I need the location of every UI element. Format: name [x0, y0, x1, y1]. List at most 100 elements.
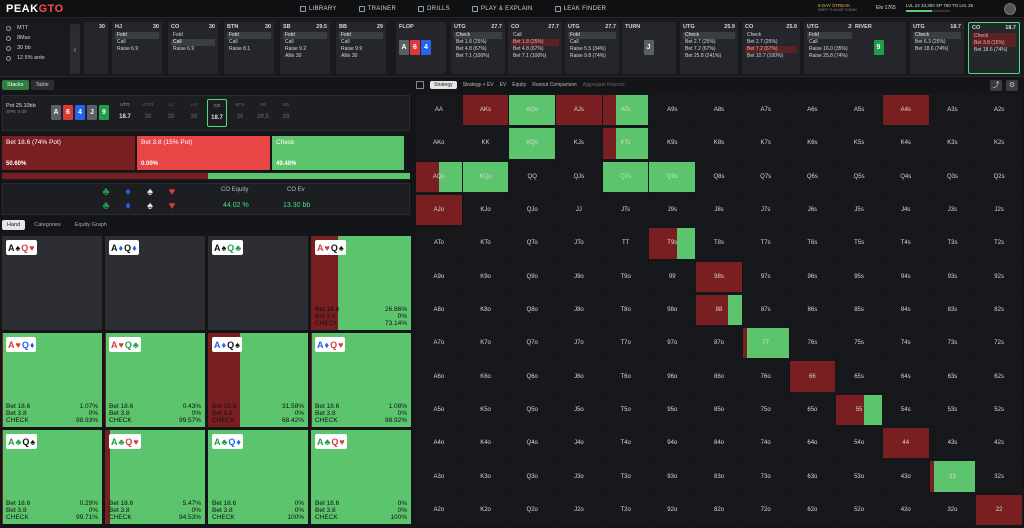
action-card-utg[interactable]: UTG 27.7 Fold Call Raise 5.5 (34%) Raise 9.8 … [565, 22, 619, 74]
action-option[interactable]: Check [972, 33, 1016, 40]
range-cell[interactable]: 65s [836, 360, 882, 393]
action-option[interactable]: Allin 30 [341, 53, 358, 59]
action-option[interactable]: Bet 6.3 (25%) [915, 39, 946, 45]
share-icon[interactable]: ⤴ [990, 80, 1002, 91]
range-cell[interactable]: 97o [649, 327, 696, 360]
range-cell[interactable]: 93s [929, 260, 976, 293]
hand-combo[interactable]: A ♣ Q ♥ Bet 18.6 0% Bet 3.8 0% CHECK 100% [311, 430, 411, 524]
range-cell[interactable]: T3o [602, 460, 649, 493]
seat-co[interactable]: CO 18.7 [207, 99, 227, 127]
range-cell[interactable]: 64o [789, 427, 836, 460]
action-option[interactable]: Call [229, 39, 238, 45]
range-cell[interactable]: A6s [789, 94, 836, 127]
range-cell[interactable]: T8o [602, 293, 649, 327]
range-cell[interactable]: 76o [742, 360, 789, 393]
range-cell[interactable]: 32s [976, 460, 1022, 493]
tab-equity-graph[interactable]: Equity Graph [74, 222, 107, 228]
action-card-utg[interactable]: UTG 25.9 Check Bet 2.7 (25%) Bet 7.2 (67%) Be… [680, 22, 738, 74]
range-cell[interactable]: A3o [416, 460, 462, 493]
range-cell[interactable]: 76s [789, 327, 836, 360]
range-cell[interactable]: K6o [462, 360, 509, 393]
action-option[interactable]: Check [683, 32, 735, 39]
range-cell[interactable]: 53o [836, 460, 882, 493]
nav-drills[interactable]: DRILLS [418, 6, 450, 12]
range-cell[interactable]: KQs [509, 127, 556, 160]
range-cell[interactable]: QTs [602, 160, 649, 193]
range-cell[interactable]: J3s [929, 193, 976, 227]
range-cell[interactable]: Q2s [976, 160, 1022, 193]
settings-icon[interactable]: ⚙ [1006, 80, 1018, 91]
range-cell[interactable]: K2o [462, 493, 509, 526]
setting-item[interactable]: 8Max [2, 33, 64, 43]
hand-combo[interactable]: A ♣ Q ♦ Bet 18.6 0% Bet 3.8 0% CHECK 100% [208, 430, 308, 524]
action-option[interactable]: Bet 7.1 (100%) [456, 53, 490, 59]
range-cell[interactable]: T6s [789, 227, 836, 260]
range-cell[interactable]: TT [602, 227, 649, 260]
range-cell[interactable]: 75o [742, 393, 789, 427]
range-cell[interactable]: T6o [602, 360, 649, 393]
action-option[interactable]: Fold [807, 32, 859, 39]
hand-combo[interactable]: A ♣ Q ♥ Bet 18.6 5.47% Bet 3.8 0% CHECK 94.53% [105, 430, 205, 524]
action-card-empty[interactable]: 30 [84, 22, 108, 74]
action-card-btn[interactable]: BTN 30 Fold Call Raise 8.1 [224, 22, 274, 74]
tab-categories[interactable]: Categories [34, 222, 61, 228]
range-cell[interactable]: 96s [789, 260, 836, 293]
range-cell[interactable]: Q9o [509, 260, 556, 293]
range-cell[interactable]: A9s [649, 94, 696, 127]
range-cell[interactable]: 84s [882, 293, 929, 327]
range-cell[interactable]: 82o [696, 493, 742, 526]
range-cell[interactable]: JJ [556, 193, 602, 227]
range-cell[interactable]: 74s [882, 327, 929, 360]
action-option[interactable]: Bet 18.6 (74%) [974, 47, 1008, 53]
range-cell[interactable]: 96o [649, 360, 696, 393]
action-card-co[interactable]: CO 27.7 Call Bet 1.8 (25%) Bet 4.8 (67%) Bet … [508, 22, 562, 74]
range-cell[interactable]: A7o [416, 327, 462, 360]
range-cell[interactable]: Q5o [509, 393, 556, 427]
range-cell[interactable]: KTo [462, 227, 509, 260]
hand-combo[interactable]: A ♣ Q ♠ Bet 18.6 0.29% Bet 3.8 0% CHECK 99.71% [2, 430, 102, 524]
action-option[interactable]: Bet 7.2 (67%) [685, 46, 716, 52]
action-option[interactable]: Fold [339, 32, 383, 39]
range-cell[interactable]: 87o [696, 327, 742, 360]
range-cell[interactable]: AKs [462, 94, 509, 127]
action-card-co[interactable]: CO 25.9 Check Bet 2.7 (25%) Bet 7.2 (67%) Bet… [742, 22, 800, 74]
range-cell[interactable]: K8o [462, 293, 509, 327]
range-cell[interactable]: A5o [416, 393, 462, 427]
setting-item[interactable]: 12.5% ante [2, 53, 64, 63]
action-option[interactable]: Bet 1.8 (25%) [456, 39, 487, 45]
range-cell[interactable]: 53s [929, 393, 976, 427]
range-cell[interactable]: A8s [696, 94, 742, 127]
range-cell[interactable]: J7s [742, 193, 789, 227]
hand-combo[interactable]: A ♥ Q ♦ Bet 18.6 1.07% Bet 3.8 0% CHECK 98.93% [2, 333, 102, 427]
tab-stacks[interactable]: Stacks [2, 80, 29, 90]
range-cell[interactable]: K9o [462, 260, 509, 293]
range-cell[interactable]: AQs [509, 94, 556, 127]
range-cell[interactable]: A6o [416, 360, 462, 393]
range-cell[interactable]: Q7s [742, 160, 789, 193]
range-cell[interactable]: 85o [696, 393, 742, 427]
action-option[interactable]: Bet 7.2 (67%) [745, 46, 797, 53]
action-option[interactable]: Call [117, 39, 126, 45]
range-cell[interactable]: AJo [416, 193, 462, 227]
hand-combo[interactable]: A ♦ Q ♠ Bet 18.6 31.58% Bet 3.8 0% CHECK 68.42% [208, 333, 308, 427]
range-cell[interactable]: 83s [929, 293, 976, 327]
range-cell[interactable]: AA [416, 94, 462, 127]
hand-combo[interactable]: A ♥ Q ♣ Bet 18.6 0.43% Bet 3.8 0% CHECK 99.57% [105, 333, 205, 427]
range-cell[interactable]: J7o [556, 327, 602, 360]
range-cell[interactable]: 62s [976, 360, 1022, 393]
strategy-option[interactable]: Check 49.40% [272, 136, 404, 170]
range-cell[interactable]: J8s [696, 193, 742, 227]
hand-combo[interactable]: A ♠ Q ♥ [2, 236, 102, 330]
action-option[interactable]: Raise 9.9 [341, 46, 363, 52]
range-cell[interactable]: ATo [416, 227, 462, 260]
action-option[interactable]: Raise 9.2 [285, 46, 307, 52]
range-cell[interactable]: Q7o [509, 327, 556, 360]
action-option[interactable]: Raise 8.1 [229, 46, 251, 52]
range-cell[interactable]: T4s [882, 227, 929, 260]
range-cell[interactable]: KQo [462, 160, 509, 193]
range-cell[interactable]: AJs [556, 94, 602, 127]
checkbox-icon[interactable] [416, 81, 424, 89]
range-cell[interactable]: 66 [789, 360, 836, 393]
range-cell[interactable]: K4s [882, 127, 929, 160]
range-cell[interactable]: 72o [742, 493, 789, 526]
